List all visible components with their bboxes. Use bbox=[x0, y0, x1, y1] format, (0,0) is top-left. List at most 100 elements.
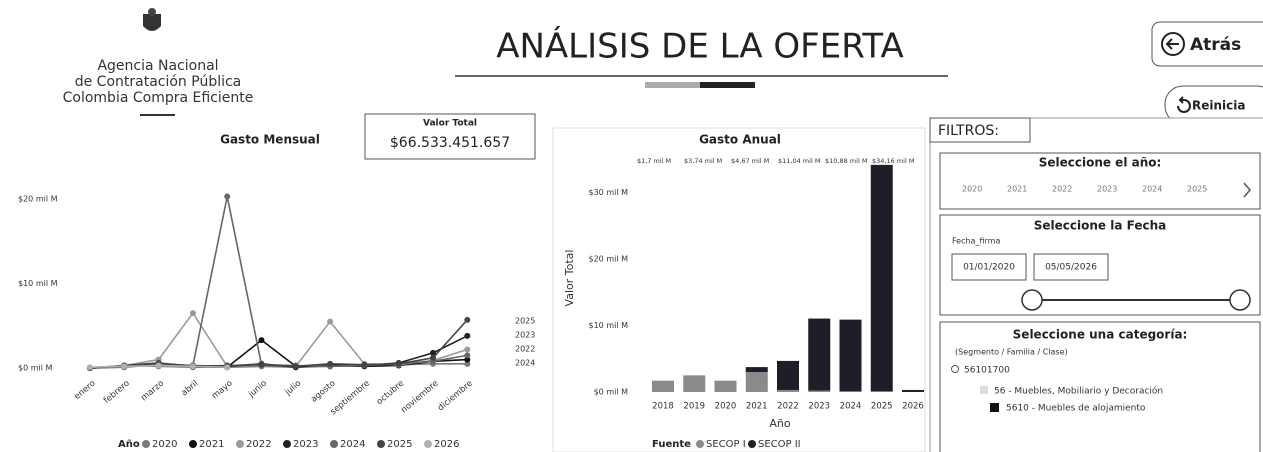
end-label: 2025 bbox=[515, 317, 535, 326]
category-item[interactable]: 56 - Muebles, Mobiliario y Decoración bbox=[994, 386, 1163, 397]
date-field: Fecha_firma bbox=[952, 237, 1000, 246]
year-option[interactable]: 2023 bbox=[1097, 185, 1117, 194]
x-tick-label: mayo bbox=[210, 379, 235, 402]
end-label: 2023 bbox=[515, 331, 535, 340]
legend-label: 2021 bbox=[199, 439, 224, 450]
point bbox=[464, 356, 471, 363]
checkbox[interactable] bbox=[980, 386, 988, 394]
year-option[interactable]: 2024 bbox=[1142, 185, 1162, 194]
year-options: 2020 2021 2022 2023 2024 2025 bbox=[962, 185, 1207, 194]
end-label: 2022 bbox=[515, 345, 535, 354]
x-tick-label: 2019 bbox=[683, 402, 705, 412]
back-label[interactable]: Atrás bbox=[1190, 35, 1241, 55]
x-tick-label: 2024 bbox=[840, 402, 862, 412]
data-label: $34,16 mil M bbox=[872, 157, 914, 165]
bar-segment bbox=[683, 375, 706, 392]
slicer-title: Seleccione una categoría: bbox=[1013, 328, 1188, 342]
category-slicer bbox=[939, 321, 1261, 452]
legend-swatch bbox=[189, 440, 197, 448]
legend-swatch bbox=[330, 440, 338, 448]
x-tick-label: enero bbox=[72, 379, 97, 402]
point bbox=[121, 363, 128, 370]
date-start[interactable]: 01/01/2020 bbox=[963, 263, 1015, 273]
y-tick-label: $20 mil M bbox=[589, 254, 629, 263]
category-item[interactable]: 5610 - Muebles de alojamiento bbox=[1006, 404, 1146, 414]
bar-segment bbox=[808, 318, 831, 391]
x-tick-label: 2020 bbox=[715, 402, 737, 412]
bar-segment bbox=[870, 164, 893, 392]
bar-segment bbox=[808, 390, 831, 392]
bar-chart: $0 mil M $10 mil M $20 mil M $30 mil M Valor… bbox=[563, 157, 924, 450]
year-option[interactable]: 2025 bbox=[1187, 185, 1207, 194]
date-end-box[interactable] bbox=[1033, 253, 1109, 281]
end-label: 2024 bbox=[515, 359, 535, 368]
y-tick-label: $10 mil M bbox=[589, 321, 629, 330]
data-label: $4,67 mil M bbox=[731, 157, 769, 165]
x-tick-label: noviembre bbox=[399, 379, 440, 416]
x-tick-label: agosto bbox=[309, 379, 337, 405]
chart-title: Gasto Anual bbox=[699, 133, 781, 147]
date-end[interactable]: 05/05/2026 bbox=[1045, 263, 1097, 273]
slicer-title: Seleccione la Fecha bbox=[1034, 219, 1166, 233]
reset-button[interactable]: Reinicia bbox=[1164, 85, 1263, 125]
bar-segment bbox=[714, 380, 737, 392]
x-tick-label: 2023 bbox=[808, 402, 830, 412]
bar-panel bbox=[552, 127, 926, 452]
line-series bbox=[89, 319, 468, 369]
category-hint: (Segmento / Familia / Clase) bbox=[955, 348, 1068, 357]
legend-swatch bbox=[142, 440, 150, 448]
bar-segment bbox=[777, 360, 799, 390]
point bbox=[258, 337, 265, 344]
y-tick-label: $30 mil M bbox=[589, 188, 629, 197]
point bbox=[327, 318, 334, 325]
x-tick-label: diciembre bbox=[436, 379, 475, 414]
slider-handle[interactable] bbox=[1021, 289, 1043, 311]
legend-label: 2026 bbox=[434, 439, 459, 450]
year-option[interactable]: 2020 bbox=[962, 185, 982, 194]
legend-label: 2020 bbox=[152, 439, 177, 450]
bar-segment bbox=[839, 319, 862, 392]
kpi-label: Valor Total bbox=[423, 119, 477, 129]
page-title: ANÁLISIS DE LA OFERTA bbox=[496, 26, 904, 67]
back-button[interactable]: Atrás bbox=[1151, 21, 1263, 67]
search-text[interactable]: 56101700 bbox=[964, 366, 1010, 376]
legend-swatch bbox=[424, 440, 432, 448]
x-tick-label: julio bbox=[283, 379, 304, 399]
x-axis-label: Año bbox=[769, 417, 790, 430]
page-indicator bbox=[700, 82, 755, 88]
point bbox=[464, 332, 471, 339]
next-arrow[interactable] bbox=[1243, 182, 1251, 198]
filter-title: FILTROS: bbox=[938, 123, 999, 139]
y-tick-label: $0 mil M bbox=[18, 364, 53, 373]
legend-label: 2022 bbox=[246, 439, 271, 450]
date-start-box[interactable] bbox=[951, 253, 1027, 281]
legend-label: 2024 bbox=[340, 439, 365, 450]
legend-label: 2023 bbox=[293, 439, 318, 450]
data-label: $10,88 mil M bbox=[825, 157, 867, 165]
x-tick-label: junio bbox=[246, 379, 269, 401]
point bbox=[464, 352, 471, 359]
line-series bbox=[89, 196, 468, 369]
point bbox=[430, 354, 436, 361]
year-option[interactable]: 2022 bbox=[1052, 185, 1072, 194]
point bbox=[155, 362, 162, 369]
x-tick-label: 2022 bbox=[777, 402, 799, 412]
year-option[interactable]: 2021 bbox=[1007, 185, 1027, 194]
point bbox=[224, 364, 231, 371]
point bbox=[189, 310, 196, 317]
point bbox=[430, 349, 436, 356]
slider-handle[interactable] bbox=[1229, 289, 1251, 311]
data-label: $3,74 mil M bbox=[684, 157, 722, 165]
bar-segment bbox=[652, 380, 674, 392]
y-tick-label: $20 mil M bbox=[18, 195, 58, 204]
agency-line: Colombia Compra Eficiente bbox=[63, 90, 254, 106]
y-tick-label: $0 mil M bbox=[594, 387, 629, 396]
x-tick-label: 2025 bbox=[871, 402, 893, 412]
checkbox[interactable] bbox=[990, 403, 999, 412]
agency-line: de Contratación Pública bbox=[75, 74, 242, 90]
reset-label[interactable]: Reinicia bbox=[1192, 99, 1245, 113]
bar-segment bbox=[745, 367, 768, 373]
page-indicator bbox=[645, 82, 700, 88]
